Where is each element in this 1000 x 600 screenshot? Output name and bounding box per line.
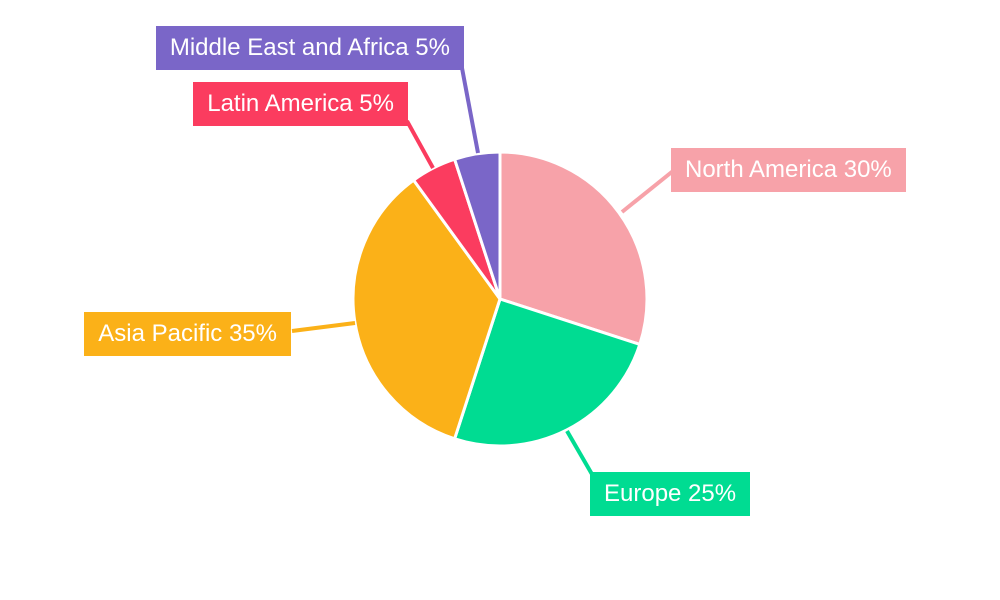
slice-label-asia-pacific: Asia Pacific 35% — [84, 312, 291, 356]
leader-line-latin-america — [405, 120, 435, 169]
leader-line-north-america — [620, 169, 675, 214]
leader-line-europe — [565, 429, 595, 478]
leader-line-asia-pacific — [291, 321, 356, 333]
pie-slice-middle-east-and-africa — [453, 150, 502, 301]
leader-line-middle-east-and-africa — [460, 67, 480, 154]
slice-label-latin-america: Latin America 5% — [193, 82, 408, 126]
pie-slices — [351, 150, 649, 448]
leader-lines — [291, 67, 675, 478]
pie-slice-north-america — [498, 150, 649, 346]
slice-label-north-america: North America 30% — [671, 148, 906, 192]
pie-slice-europe — [453, 297, 642, 448]
slice-label-europe: Europe 25% — [590, 472, 751, 516]
slice-label-middle-east-and-africa: Middle East and Africa 5% — [155, 26, 464, 70]
